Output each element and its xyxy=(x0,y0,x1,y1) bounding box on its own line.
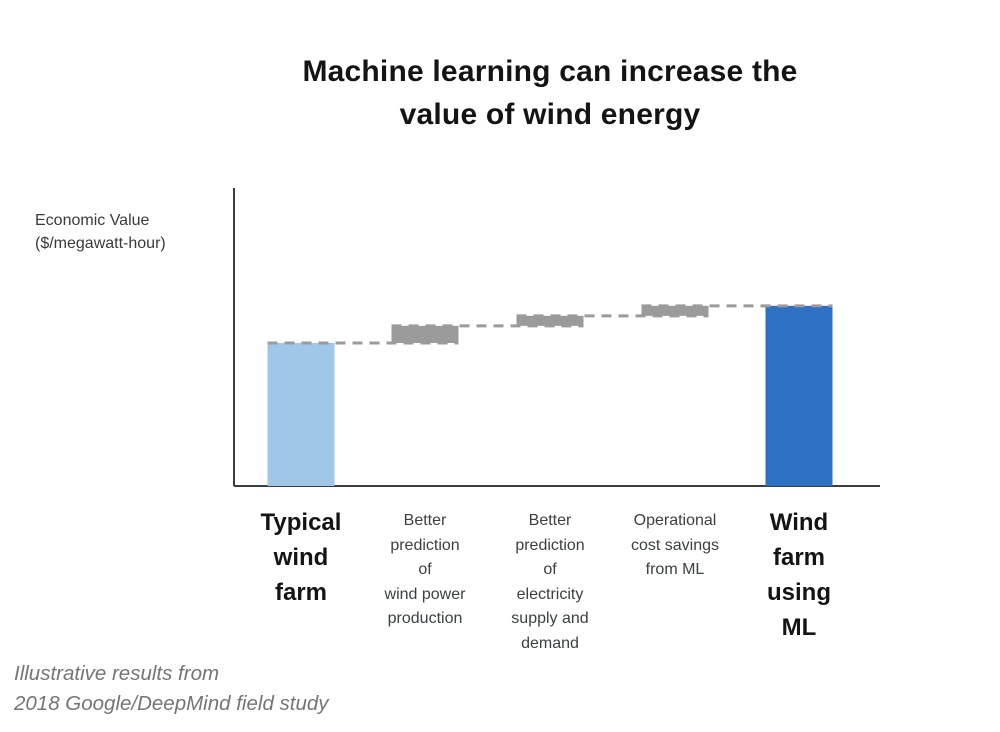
waterfall-bar-4 xyxy=(641,305,709,316)
category-label-wind-farm-using-ml: Wind farm using ML xyxy=(767,509,831,641)
category-label-electricity-supply-demand-prediction: Better prediction of electricity supply … xyxy=(511,512,589,652)
waterfall-bar-3 xyxy=(516,315,584,326)
y-axis-label: Economic Value ($/megawatt-hour) xyxy=(35,212,166,252)
source-note: Illustrative results from 2018 Google/De… xyxy=(14,662,329,715)
waterfall-bar-2 xyxy=(391,325,459,343)
category-label-operational-cost-savings: Operational cost savings from ML xyxy=(630,512,720,578)
waterfall-bar-5 xyxy=(765,305,833,486)
waterfall-bar-1 xyxy=(267,343,335,486)
chart-title: Machine learning can increase the value … xyxy=(302,55,798,131)
category-label-wind-power-prediction: Better prediction of wind power producti… xyxy=(384,512,466,627)
category-label-typical-wind-farm: Typical wind farm xyxy=(260,509,342,606)
